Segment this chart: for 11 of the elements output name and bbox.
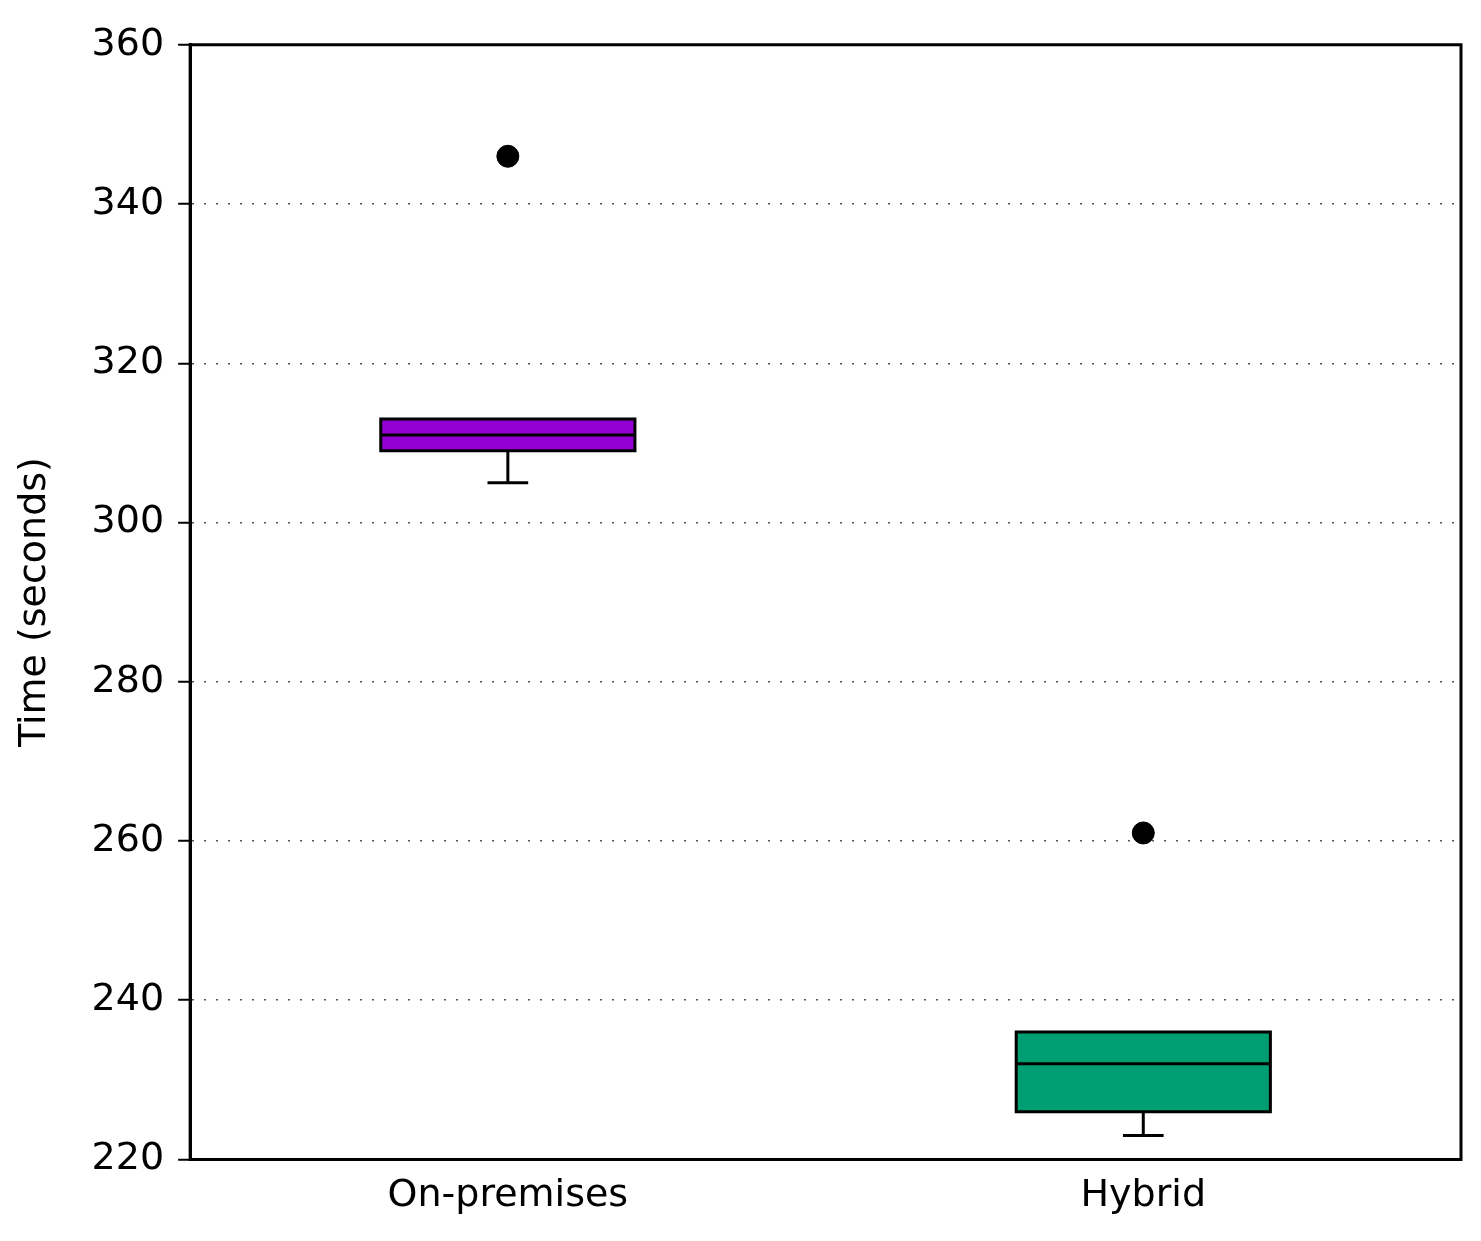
y-tick-label: 220 <box>91 1134 165 1179</box>
x-tick-label: Hybrid <box>1080 1171 1207 1216</box>
y-tick-label: 320 <box>91 338 165 383</box>
y-tick-label: 360 <box>91 19 165 64</box>
x-tick-label: On-premises <box>387 1171 629 1216</box>
y-tick-label: 240 <box>91 975 165 1020</box>
y-axis-title: Time (seconds) <box>9 457 54 749</box>
y-tick-label: 280 <box>91 656 165 701</box>
y-tick-label: 260 <box>91 815 165 860</box>
y-tick-label: 300 <box>91 497 165 542</box>
y-tick-label: 340 <box>91 178 165 223</box>
